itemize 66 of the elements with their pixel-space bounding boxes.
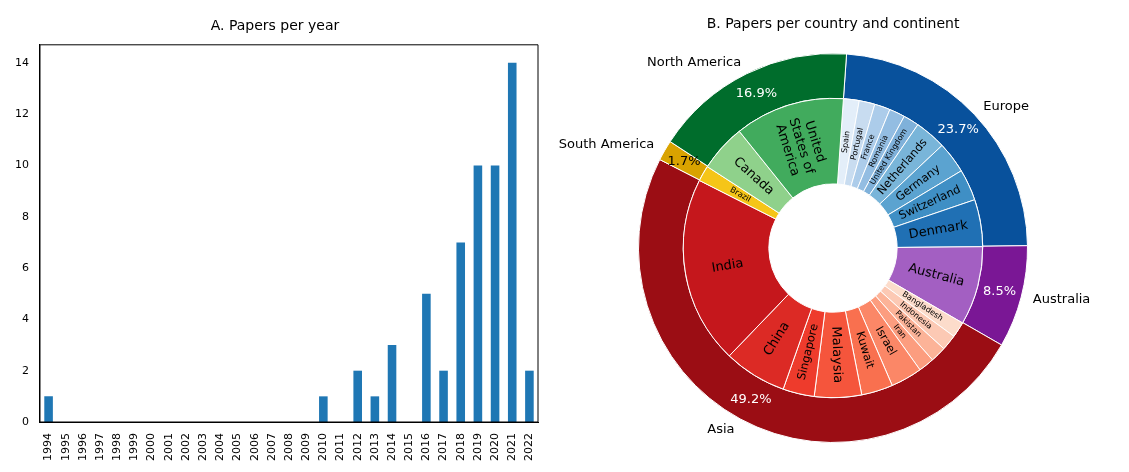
slice-label: North America — [646, 54, 742, 70]
bar — [319, 396, 328, 423]
y-tick-label: 4 — [22, 312, 29, 326]
chart-title: A. Papers per year — [210, 17, 340, 34]
slice-label: Malaysia — [829, 326, 847, 384]
bar — [353, 370, 362, 423]
bar — [525, 370, 534, 423]
x-tick-label: 2011 — [333, 433, 347, 462]
bar — [507, 62, 517, 423]
slice-label: South America — [558, 135, 655, 151]
chart-title: B. Papers per country and continent — [705, 14, 961, 33]
slice-label: Europe — [983, 97, 1029, 113]
x-tick-label: 2010 — [316, 433, 330, 462]
x-tick-label: 1995 — [58, 433, 72, 462]
x-tick-label: 2019 — [470, 433, 484, 462]
y-tick-label: 0 — [22, 414, 29, 428]
bar — [44, 396, 53, 423]
x-tick-label: 1996 — [75, 433, 89, 462]
y-tick-label: 6 — [22, 260, 29, 274]
y-tick-label: 2 — [22, 363, 29, 377]
x-tick-label: 2009 — [299, 433, 313, 462]
bar — [387, 345, 397, 423]
bar — [422, 293, 431, 423]
slice-label: United States of America — [773, 115, 830, 178]
bar — [370, 396, 380, 423]
data-label: 1.7% — [667, 153, 701, 169]
x-tick-label: 2005 — [230, 433, 244, 462]
x-tick-label: 2008 — [281, 433, 295, 462]
bar — [456, 242, 466, 423]
x-tick-label: 2003 — [196, 433, 209, 462]
x-tick-label: 2021 — [505, 433, 519, 462]
x-tick-label: 2002 — [178, 433, 192, 462]
x-tick-label: 2006 — [247, 433, 261, 462]
slice-label: Denmark — [907, 216, 970, 242]
x-tick-label: 1994 — [41, 433, 55, 462]
x-tick-label: 2020 — [487, 433, 501, 462]
x-tick-label: 2000 — [144, 433, 158, 462]
y-tick-label: 10 — [15, 158, 29, 172]
x-tick-label: 2022 — [522, 433, 536, 462]
bar — [473, 165, 483, 423]
x-tick-label: 1998 — [110, 433, 124, 462]
x-tick-label: 2007 — [264, 433, 278, 462]
x-tick-label: 1999 — [127, 433, 141, 462]
x-tick-label: 1997 — [92, 433, 106, 462]
data-label: 8.5% — [983, 282, 1017, 298]
x-tick-label: 2012 — [350, 433, 364, 462]
x-tick-label: 2004 — [213, 433, 227, 462]
slice-label: India — [710, 254, 745, 275]
y-tick-label: 14 — [15, 55, 29, 69]
x-tick-label: 2018 — [453, 433, 467, 462]
x-tick-label: 2013 — [367, 433, 381, 462]
slice-label: Asia — [707, 420, 735, 436]
bar — [439, 370, 448, 423]
x-tick-label: 2017 — [436, 433, 450, 462]
slice-label: Spain — [839, 130, 852, 154]
x-tick-label: 2016 — [419, 433, 433, 462]
slice-label: Australia — [1032, 291, 1091, 307]
y-tick-label: 8 — [22, 209, 29, 223]
data-label: 23.7% — [937, 121, 979, 137]
x-tick-label: 2014 — [384, 433, 398, 462]
bar — [490, 165, 500, 423]
y-tick-label: 12 — [15, 106, 29, 120]
data-label: 16.9% — [735, 85, 778, 101]
x-tick-label: 2001 — [161, 433, 175, 462]
x-tick-label: 2015 — [402, 433, 416, 462]
data-label: 49.2% — [730, 390, 772, 406]
